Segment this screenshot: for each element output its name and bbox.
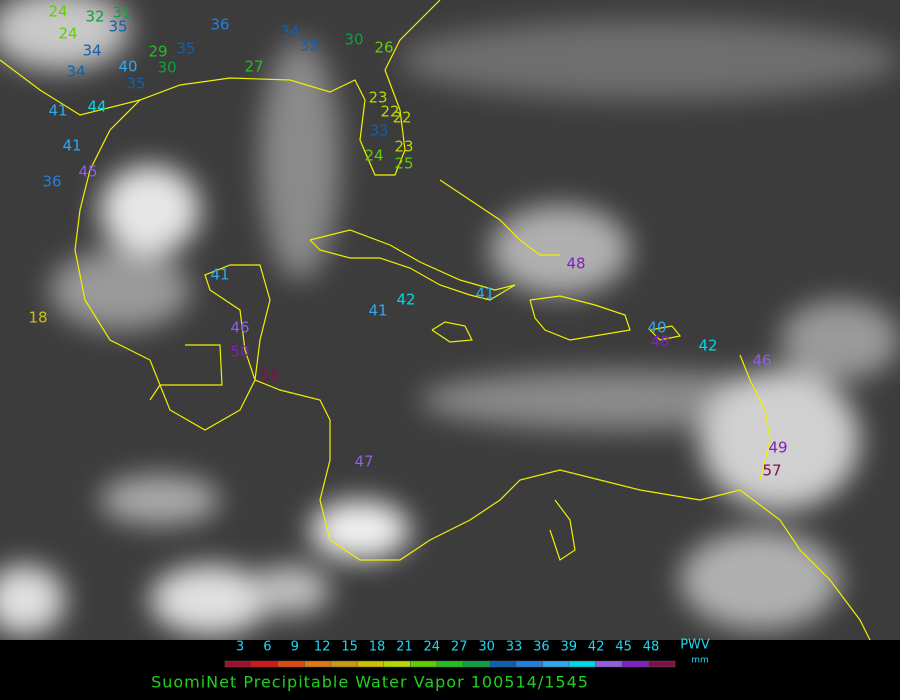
station-value: 25 <box>394 155 413 173</box>
colorbar-tick-label: 18 <box>369 640 386 655</box>
station-value: 24 <box>364 147 383 165</box>
station-value: 46 <box>752 352 771 370</box>
station-value: 45 <box>78 163 97 181</box>
station-value: 40 <box>647 319 666 337</box>
colorbar-segment <box>304 660 332 668</box>
coastlines <box>0 0 871 641</box>
colorbar-segment <box>330 660 358 668</box>
station-value: 41 <box>62 137 81 155</box>
station-value: 24 <box>48 3 67 21</box>
station-value: 35 <box>176 40 195 58</box>
clouds <box>0 0 900 635</box>
station-value: 42 <box>396 291 415 309</box>
legend-label: PWV <box>680 638 710 653</box>
colorbar-tick-label: 45 <box>615 640 632 655</box>
station-value: 35 <box>108 18 127 36</box>
station-value: 42 <box>698 337 717 355</box>
colorbar-tick-label: 48 <box>643 640 660 655</box>
station-value: 40 <box>118 58 137 76</box>
station-value: 23 <box>368 89 387 107</box>
colorbar-tick-label: 15 <box>341 640 358 655</box>
station-value: 41 <box>368 302 387 320</box>
colorbar-segment <box>621 660 649 668</box>
title: SuomiNet Precipitable Water Vapor 100514… <box>151 673 589 692</box>
station-value: 55 <box>260 368 279 386</box>
station-value: 18 <box>28 309 47 327</box>
station-value: 32 <box>85 8 104 26</box>
station-value: 23 <box>394 138 413 156</box>
station-value: 30 <box>344 31 363 49</box>
station-value: 33 <box>369 122 388 140</box>
station-value: 27 <box>244 58 263 76</box>
colorbar-segment <box>462 660 490 668</box>
station-value: 41 <box>475 285 494 303</box>
colorbar-segment <box>595 660 623 668</box>
colorbar-tick-label: 27 <box>451 640 468 655</box>
colorbar-segment <box>542 660 570 668</box>
station-value: 31 <box>112 4 131 22</box>
colorbar-tick-label: 12 <box>314 640 331 655</box>
colorbar-segment <box>277 660 305 668</box>
colorbar-tick-label: 30 <box>478 640 495 655</box>
colorbar-segment <box>568 660 596 668</box>
legend-unit: mm <box>691 656 709 666</box>
station-value: 35 <box>126 75 145 93</box>
colorbar-segment <box>357 660 385 668</box>
colorbar-tick-label: 3 <box>236 640 244 655</box>
station-value: 34 <box>82 42 101 60</box>
colorbar-tick-label: 21 <box>396 640 413 655</box>
station-value: 48 <box>650 333 669 351</box>
station-value: 22 <box>392 109 411 127</box>
colorbar-segment <box>648 660 676 668</box>
station-value: 48 <box>566 255 585 273</box>
station-value: 29 <box>148 43 167 61</box>
colorbar-tick-label: 6 <box>263 640 271 655</box>
colorbar-segment <box>224 660 252 668</box>
station-value: 36 <box>42 173 61 191</box>
station-value: 41 <box>48 102 67 120</box>
station-value: 34 <box>66 63 85 81</box>
station-value: 50 <box>230 343 249 361</box>
colorbar-tick-label: 24 <box>424 640 441 655</box>
colorbar-segment <box>410 660 438 668</box>
colorbar-tick-label: 39 <box>561 640 578 655</box>
station-value: 33 <box>299 37 318 55</box>
station-value: 24 <box>58 25 77 43</box>
station-value: 34 <box>280 23 299 41</box>
colorbar-segment <box>436 660 464 668</box>
station-value: 41 <box>210 266 229 284</box>
colorbar-tick-label: 36 <box>533 640 550 655</box>
colorbar-segment <box>251 660 279 668</box>
footer <box>0 640 900 700</box>
station-value: 30 <box>157 59 176 77</box>
colorbar: 3 6 9 12 15 18 21 24 27 30 33 36 39 42 45 48 <box>224 640 676 668</box>
colorbar-tick-label: 33 <box>506 640 523 655</box>
station-value: 57 <box>762 462 781 480</box>
station-value: 46 <box>230 319 249 337</box>
station-value: 44 <box>87 98 106 116</box>
station-value: 49 <box>768 439 787 457</box>
colorbar-segment <box>515 660 543 668</box>
colorbar-segment <box>383 660 411 668</box>
station-value: 26 <box>374 39 393 57</box>
colorbar-tick-label: 9 <box>291 640 299 655</box>
colorbar-tick-label: 42 <box>588 640 605 655</box>
station-value: 47 <box>354 453 373 471</box>
station-value: 22 <box>380 103 399 121</box>
colorbar-segment <box>489 660 517 668</box>
station-value: 36 <box>210 16 229 34</box>
